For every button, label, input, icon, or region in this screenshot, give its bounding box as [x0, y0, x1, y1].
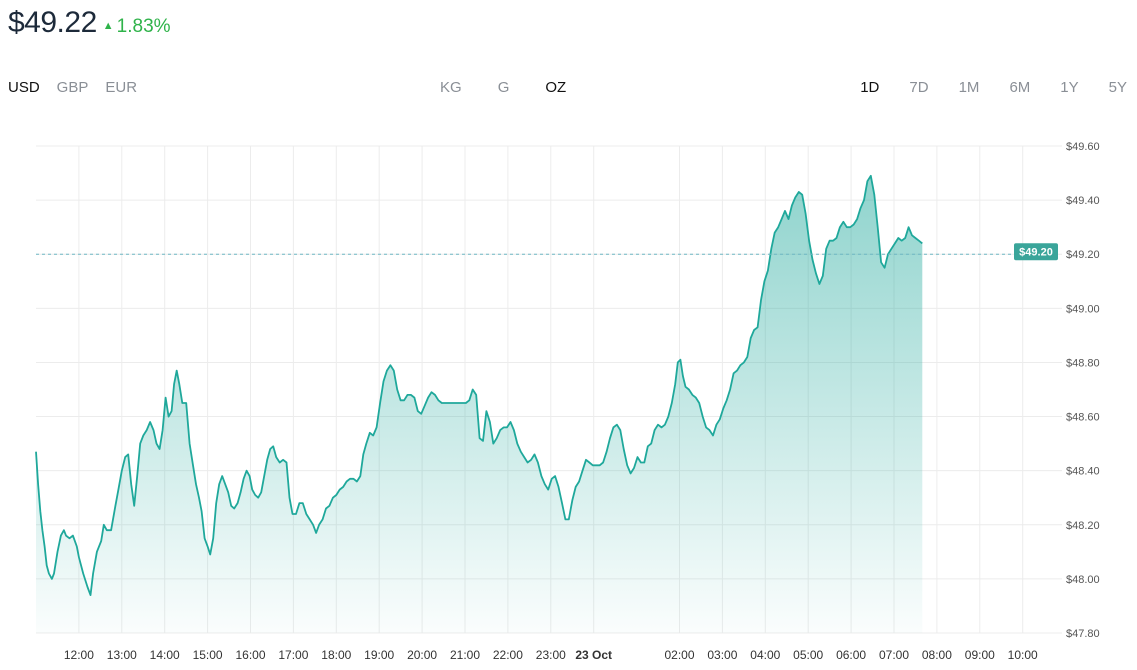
x-tick-label: 05:00 [793, 648, 823, 662]
range-option-5y[interactable]: 5Y [1108, 79, 1127, 96]
current-price-tag-label: $49.20 [1019, 247, 1053, 259]
price-line [35, 174, 923, 596]
change-percent: 1.83% [116, 16, 171, 37]
current-price-tag [1014, 243, 1058, 261]
x-tick-label: 15:00 [193, 648, 223, 662]
y-tick-label: $49.40 [1066, 195, 1100, 207]
x-tick-label: 09:00 [965, 648, 995, 662]
y-tick-label: $48.80 [1066, 357, 1100, 369]
price-change: ▲ 1.83% [103, 16, 171, 38]
y-tick-label: $47.80 [1066, 628, 1100, 640]
x-tick-label: 13:00 [107, 648, 137, 662]
unit-option-kg[interactable]: KG [440, 79, 462, 96]
x-tick-label: 21:00 [450, 648, 480, 662]
range-selector: 1D 7D 1M 6M 1Y 5Y [830, 79, 1127, 96]
price-header: $49.22 ▲ 1.83% [8, 6, 171, 40]
x-axis: 12:00 13:00 14:00 15:00 16:00 17:00 18:00 19:00… [64, 648, 1038, 662]
x-tick-label: 04:00 [750, 648, 780, 662]
x-tick-label: 03:00 [707, 648, 737, 662]
current-price: $49.22 [8, 6, 97, 39]
currency-option-usd[interactable]: USD [8, 79, 40, 96]
y-tick-label: $49.60 [1066, 141, 1100, 153]
y-tick-label: $48.20 [1066, 520, 1100, 532]
x-tick-label: 23 Oct [575, 648, 612, 662]
x-tick-label: 23:00 [536, 648, 566, 662]
range-option-1y[interactable]: 1Y [1060, 79, 1079, 96]
range-option-7d[interactable]: 7D [909, 79, 929, 96]
x-tick-label: 20:00 [407, 648, 437, 662]
x-tick-label: 08:00 [922, 648, 952, 662]
up-triangle-icon: ▲ [102, 20, 114, 32]
range-option-1d[interactable]: 1D [860, 79, 880, 96]
chart-area [35, 174, 923, 634]
currency-selector: USD GBP EUR [8, 79, 154, 96]
unit-option-oz[interactable]: OZ [545, 79, 567, 96]
current-price-marker: $49.20 [36, 243, 1058, 261]
y-tick-label: $49.20 [1066, 249, 1100, 261]
range-option-6m[interactable]: 6M [1009, 79, 1031, 96]
price-area-fill [36, 175, 923, 634]
x-tick-label: 19:00 [364, 648, 394, 662]
unit-selector: KG G OZ [440, 79, 602, 96]
unit-option-g[interactable]: G [497, 79, 510, 96]
x-tick-label: 10:00 [1008, 648, 1038, 662]
y-axis: $49.60 $49.40 $49.20 $49.00 $48.80 $48.60 $48.… [1066, 141, 1100, 640]
x-tick-label: 06:00 [836, 648, 866, 662]
currency-option-gbp[interactable]: GBP [56, 79, 89, 96]
x-tick-label: 12:00 [64, 648, 94, 662]
y-tick-label: $48.60 [1066, 412, 1100, 424]
x-tick-label: 22:00 [493, 648, 523, 662]
x-tick-label: 14:00 [150, 648, 180, 662]
currency-option-eur[interactable]: EUR [105, 79, 138, 96]
y-tick-label: $48.00 [1066, 574, 1100, 586]
y-tick-label: $49.00 [1066, 303, 1100, 315]
x-tick-label: 07:00 [879, 648, 909, 662]
x-tick-label: 02:00 [664, 648, 694, 662]
x-tick-label: 16:00 [235, 648, 265, 662]
y-tick-label: $48.40 [1066, 466, 1100, 478]
x-tick-label: 18:00 [321, 648, 351, 662]
range-option-1m[interactable]: 1M [958, 79, 980, 96]
x-tick-label: 17:00 [278, 648, 308, 662]
